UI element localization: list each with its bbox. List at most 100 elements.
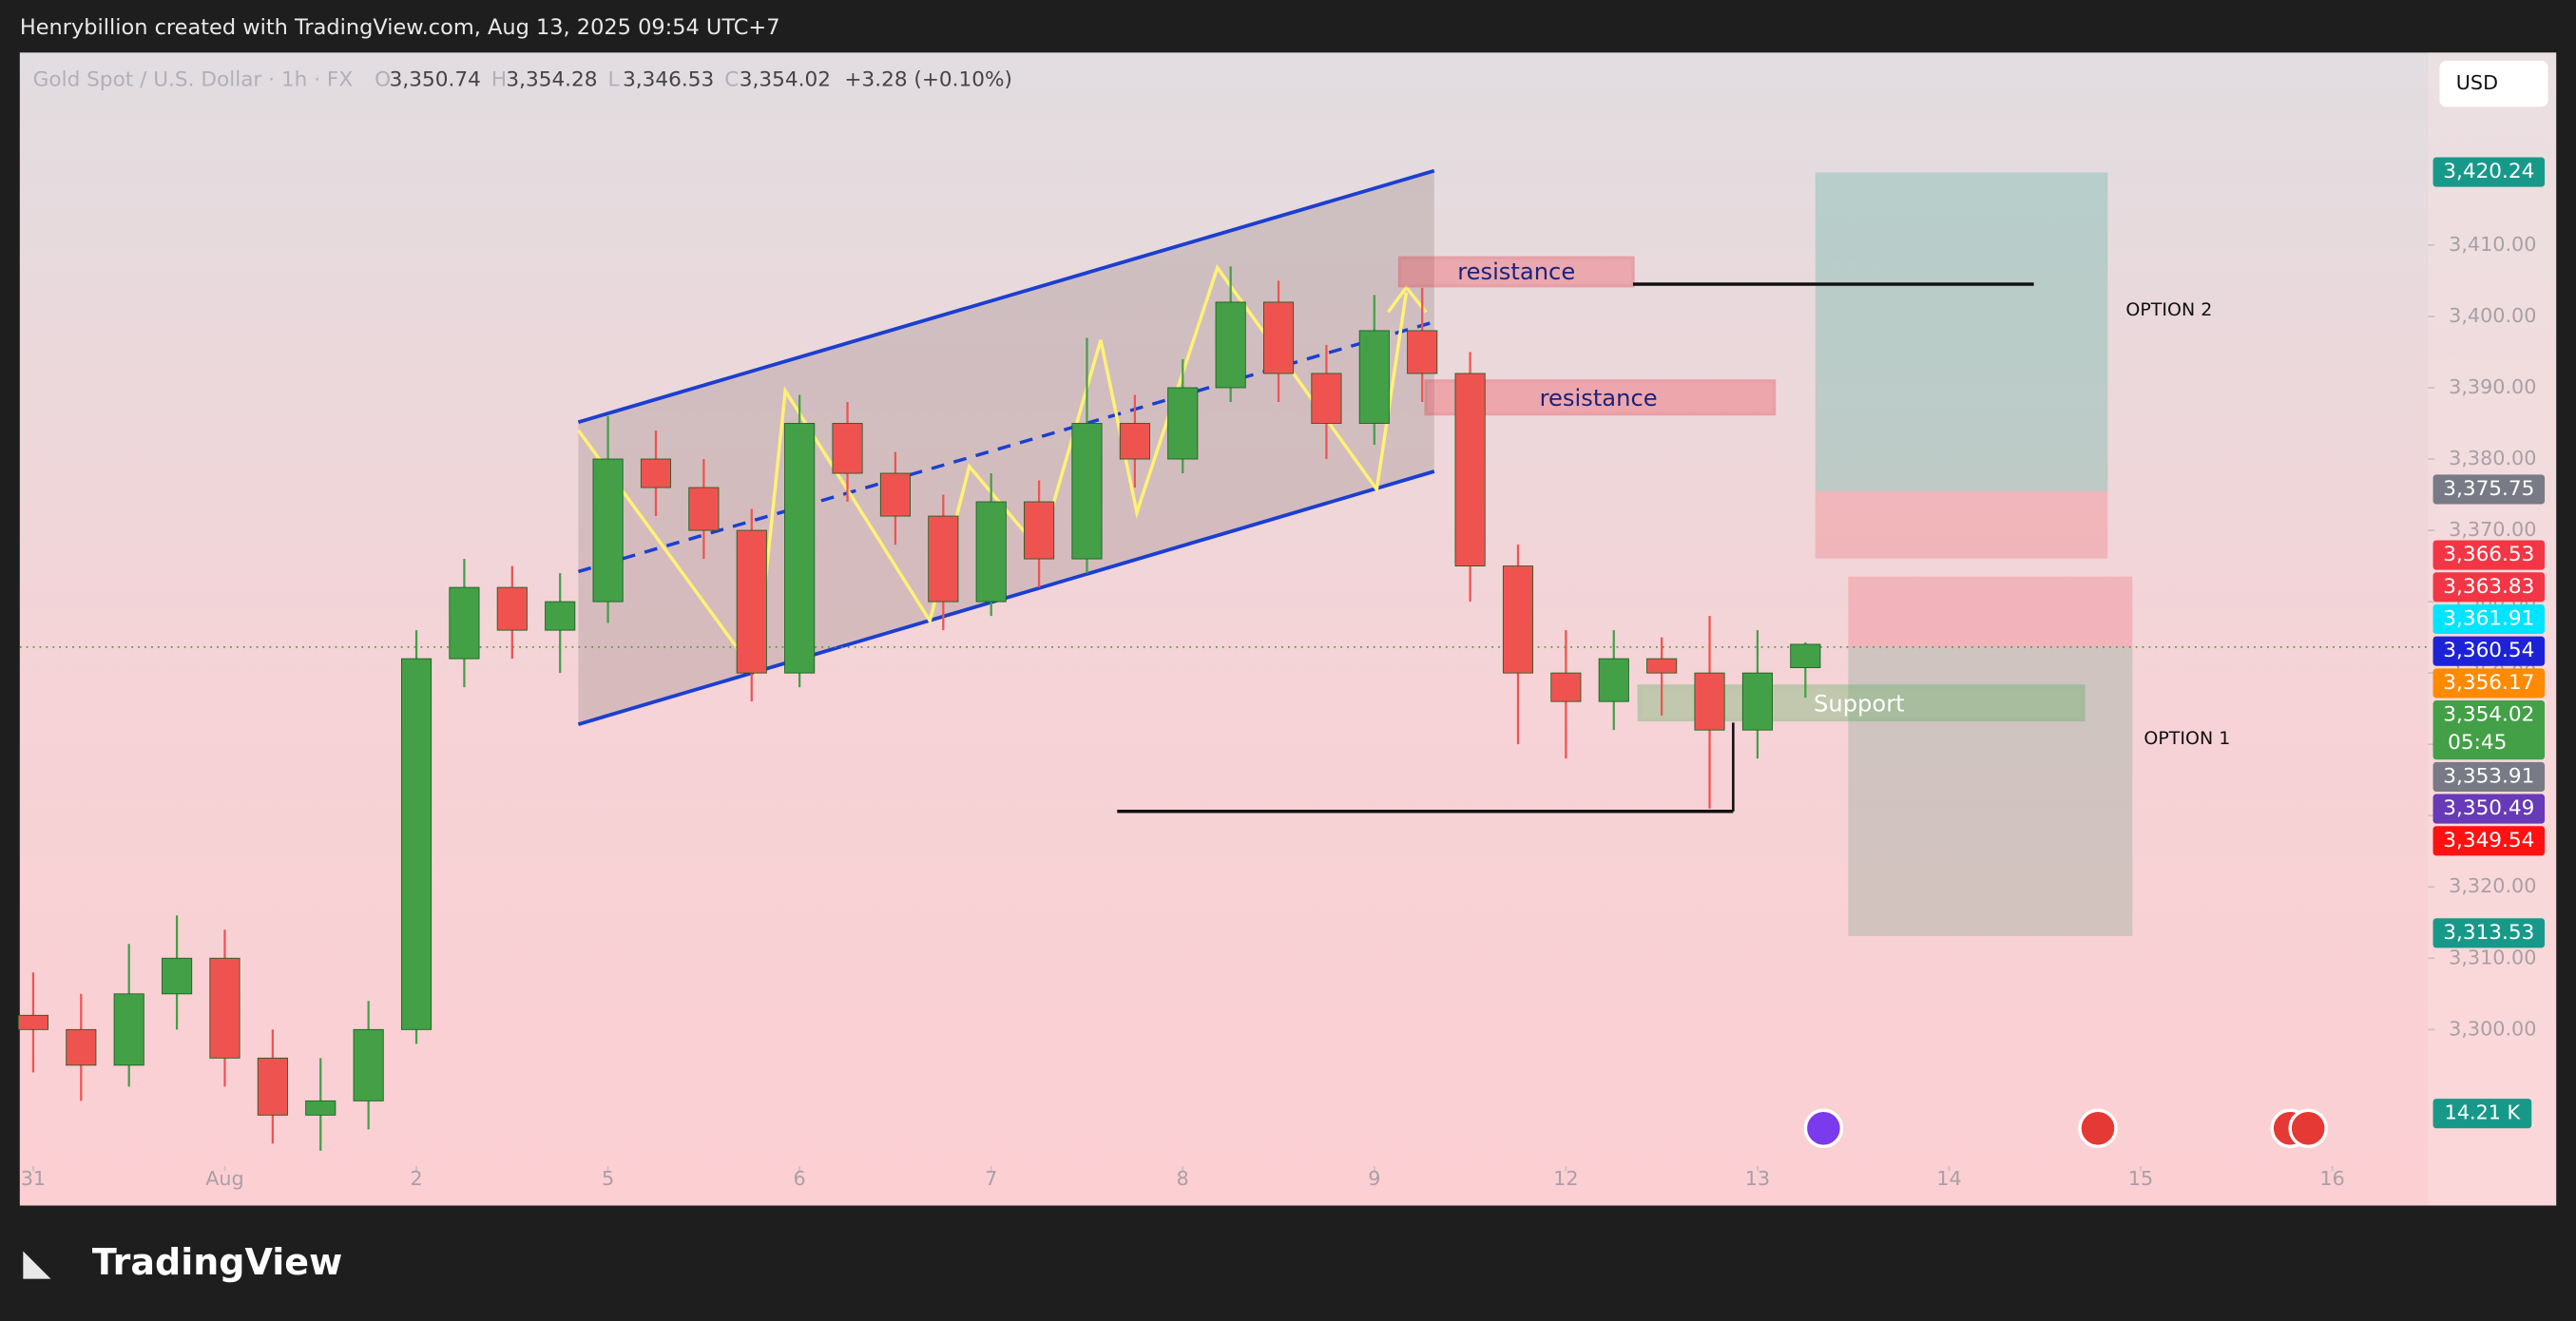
y-tick-label: 3,320.00 (2449, 874, 2536, 897)
candle-body (975, 501, 1007, 603)
y-tick-label: 3,370.00 (2449, 518, 2536, 541)
price-tag (2432, 794, 2546, 824)
y-tick-label: 3,390.00 (2449, 375, 2536, 398)
legend-change: +3.28 (+0.10%) (844, 68, 1012, 92)
price-tag (2432, 761, 2546, 792)
candle-body (640, 458, 672, 488)
candle-body (305, 1100, 336, 1116)
legend-value: 3,354.28 (506, 68, 597, 92)
legend-key: O (375, 68, 391, 92)
x-tick-label: 16 (2319, 1167, 2344, 1190)
zigzag-arrow (1387, 284, 1428, 314)
x-tick-label: 13 (1745, 1167, 1770, 1190)
price-tag-label: 3,313.53 (2443, 921, 2534, 945)
x-tick-label: 5 (602, 1167, 614, 1190)
price-tag-label: 3,356.17 (2443, 671, 2534, 695)
volume-tag-label: 14.21 K (2445, 1101, 2522, 1124)
x-tick-label: 31 (21, 1167, 46, 1190)
price-tag-label: 3,354.02 (2443, 703, 2534, 727)
volume-tag (2432, 1099, 2532, 1129)
y-tick-label: 3,300.00 (2449, 1017, 2536, 1040)
price-tag (2432, 474, 2546, 505)
legend-key: C (724, 68, 739, 92)
candle-body (209, 957, 240, 1059)
price-tag (2432, 700, 2546, 760)
x-tick-label: 15 (2128, 1167, 2153, 1190)
x-tick-label: 14 (1936, 1167, 1961, 1190)
resistance-box (1397, 256, 1635, 288)
candle-body (1262, 301, 1295, 374)
price-tag (2432, 603, 2546, 635)
price-tag-label: 3,360.54 (2443, 639, 2534, 662)
event-icon[interactable] (2078, 1108, 2118, 1149)
candle-body (736, 529, 767, 674)
x-tick-label: 8 (1177, 1167, 1189, 1190)
y-tick-label: 3,310.00 (2449, 946, 2536, 968)
candle-body (1454, 373, 1486, 567)
candle-body (1741, 672, 1773, 731)
candle-body (1407, 330, 1438, 374)
candle-body (1119, 423, 1150, 460)
x-tick-label: 9 (1368, 1167, 1380, 1190)
price-tag-label: 3,361.91 (2443, 606, 2534, 630)
candle-body (1311, 373, 1342, 424)
candle-body (1215, 301, 1246, 389)
x-tick-label: 2 (410, 1167, 422, 1190)
candle-body (66, 1028, 97, 1066)
candle-body (496, 586, 528, 631)
candle-body (1071, 423, 1103, 560)
annotation: resistance (1457, 258, 1575, 285)
channel-top (577, 168, 1435, 424)
price-tag-label: 3,366.53 (2443, 543, 2534, 566)
y-tick-label: 3,400.00 (2449, 304, 2536, 327)
price-tag-label: 3,349.54 (2443, 829, 2534, 852)
currency-label[interactable]: USD (2456, 71, 2498, 94)
candle-body (1694, 672, 1725, 731)
legend-key: L (608, 68, 620, 92)
x-tick-label: Aug (205, 1167, 243, 1190)
stop-zone (1815, 490, 2108, 559)
candle-body (545, 601, 576, 631)
x-tick-label: 7 (985, 1167, 997, 1190)
candle-body (592, 458, 624, 603)
legend-value: 3,346.53 (623, 68, 714, 92)
candle-body (257, 1057, 288, 1116)
candle-body (1502, 565, 1534, 674)
price-tag (2432, 636, 2546, 666)
annotation: resistance (1540, 385, 1658, 412)
price-tag (2432, 157, 2546, 187)
legend-symbol: Gold Spot / U.S. Dollar · 1h · FX (33, 68, 354, 92)
event-icon[interactable] (1803, 1108, 1844, 1149)
footer-logo-mark: ◣ (23, 1241, 51, 1283)
annotation: Support (1814, 690, 1905, 717)
annotation: OPTION 1 (2143, 728, 2230, 749)
x-tick-label: 6 (794, 1167, 806, 1190)
candle-body (1024, 501, 1055, 560)
candle-body (688, 487, 720, 531)
price-tag (2432, 918, 2546, 948)
legend-value: 3,350.74 (390, 68, 481, 92)
target-zone (1848, 646, 2133, 937)
legend: Gold Spot / U.S. Dollar · 1h · FX O3,350… (33, 68, 1012, 92)
y-tick-label: 3,380.00 (2449, 447, 2536, 469)
price-tag-label: 3,363.83 (2443, 575, 2534, 599)
candle-body (162, 957, 193, 995)
currency-button[interactable] (2439, 60, 2548, 107)
target-zone (1815, 172, 2108, 491)
candle-body (832, 423, 863, 474)
price-tag-label: 3,350.49 (2443, 796, 2534, 820)
candle-body (879, 472, 911, 517)
legend-key: H (491, 68, 507, 92)
price-tag (2432, 826, 2546, 856)
annotation: OPTION 2 (2125, 299, 2212, 320)
x-tick-label: 12 (1553, 1167, 1578, 1190)
price-tag-label: 3,353.91 (2443, 764, 2534, 788)
price-tag-label: 3,420.24 (2443, 160, 2534, 183)
candle-body (449, 586, 480, 660)
y-tick-label: 3,410.00 (2449, 233, 2536, 256)
event-icon[interactable] (2288, 1108, 2328, 1149)
candle-body (353, 1028, 384, 1101)
price-tag (2432, 668, 2546, 699)
candle-body (784, 423, 816, 674)
candle-body (1358, 330, 1390, 424)
